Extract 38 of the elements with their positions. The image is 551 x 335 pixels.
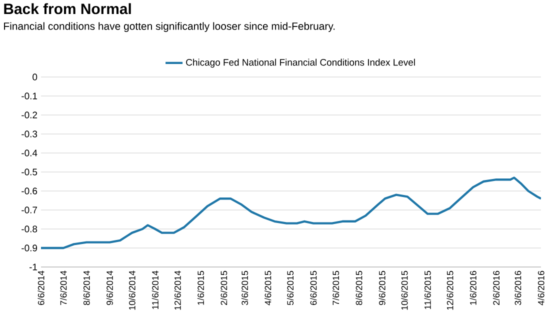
line-series [41,176,541,250]
x-tick-label: 8/6/2015 [356,270,362,306]
y-tick-label: -0.4 [22,150,38,156]
x-tick-label: 3/6/2016 [514,270,522,306]
y-tick-label: -0.1 [22,92,38,100]
y-tick-label: -0.6 [22,188,38,194]
x-tick-label: 8/6/2014 [83,270,90,306]
x-tick-label: 9/6/2015 [378,270,386,305]
y-tick-label: -0.3 [22,130,38,138]
x-tick-label: 2/6/2016 [492,270,500,305]
y-tick-label: -0.9 [22,244,38,252]
x-tick-label: 7/6/2015 [332,270,340,305]
x-tick-label: 10/6/2015 [401,270,408,310]
x-tick-label: 1/6/2016 [470,270,476,305]
chart-subtitle: Financial conditions have gotten significantly looser since mid-February. [4,22,335,32]
y-tick-label: -0.2 [22,112,38,118]
x-tick-label: 5/6/2015 [286,270,294,306]
y-tick-label: -0.7 [22,206,38,214]
x-tick-label: 4/6/2016 [538,270,544,306]
x-tick-label: 3/6/2015 [241,270,248,306]
y-tick-label: 0 [32,74,38,80]
chart-title: Back from Normal [4,3,131,14]
legend-label: Chicago Fed National Financial Conditions Index Level [186,58,415,68]
x-tick-label: 9/6/2014 [106,270,113,305]
x-tick-label: 6/6/2014 [38,270,44,305]
x-tick-label: 6/6/2015 [310,270,317,305]
y-tick-label: -0.5 [22,168,38,176]
x-tick-label: 11/6/2015 [424,270,431,310]
x-tick-label: 4/6/2015 [264,270,272,306]
x-tick-label: 1/6/2015 [197,270,204,305]
x-tick-label: 12/6/2014 [174,270,181,310]
y-tick-label: -0.8 [22,226,38,232]
x-tick-label: 7/6/2014 [60,270,67,305]
x-tick-label: 2/6/2015 [220,270,228,305]
x-tick-label: 11/6/2014 [152,270,158,310]
x-tick-label: 12/6/2015 [446,270,454,310]
y-tick-label: -1 [29,264,38,270]
x-tick-label: 10/6/2014 [128,270,136,310]
